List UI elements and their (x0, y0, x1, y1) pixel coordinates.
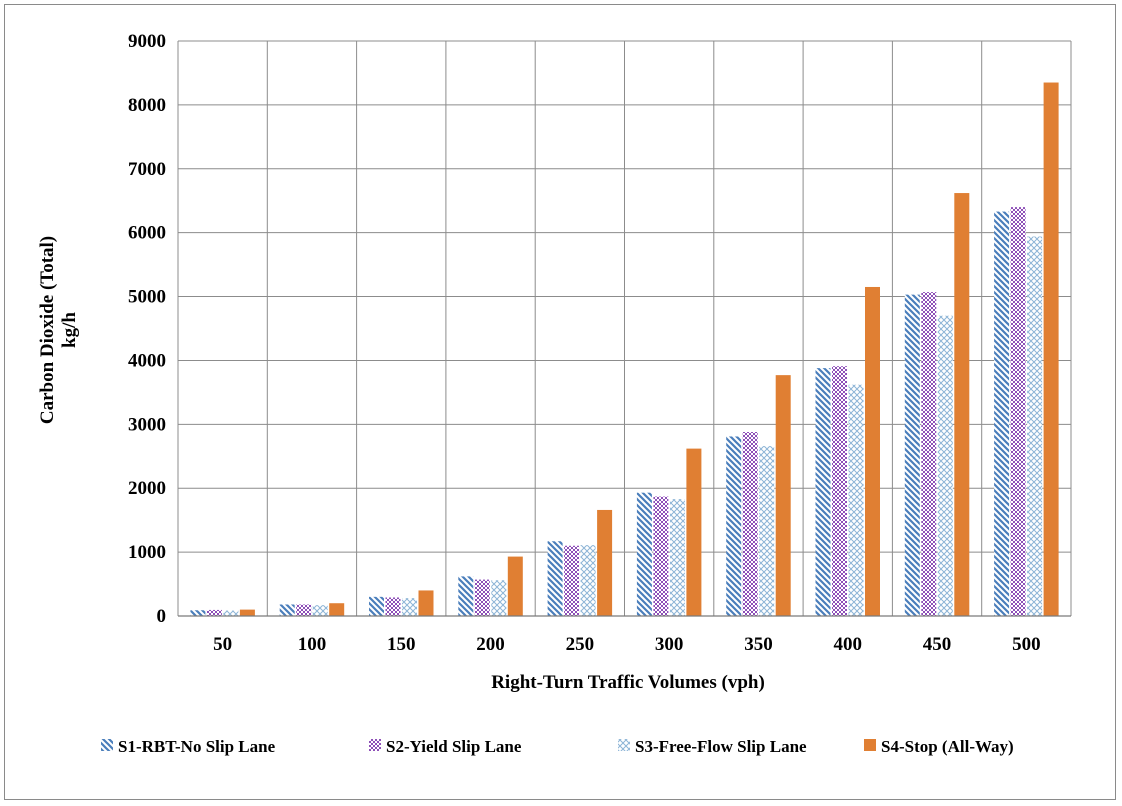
bar-checkered-250 (564, 545, 580, 616)
bar-solid-350 (775, 375, 791, 616)
bar-diagonal-stripes-350 (726, 436, 742, 616)
bar-diamond-lattice-350 (759, 446, 775, 616)
bar-diamond-lattice-400 (848, 384, 864, 616)
legend-swatch-checkered (369, 739, 381, 751)
bar-checkered-150 (385, 597, 401, 616)
bar-checkered-450 (921, 292, 937, 616)
bar-diamond-lattice-150 (402, 598, 417, 616)
x-tick-label: 300 (655, 634, 684, 655)
y-tick-label: 6000 (128, 223, 166, 244)
bar-diagonal-stripes-50 (190, 610, 206, 616)
bar-solid-450 (954, 193, 970, 617)
x-tick-label: 250 (566, 634, 595, 655)
legend-label: S1-RBT-No Slip Lane (118, 737, 276, 756)
bar-checkered-50 (206, 609, 222, 616)
bar-diamond-lattice-50 (223, 610, 239, 616)
chart-svg: 0 1000 2000 3000 4000 5000 6000 7000 8000 9000 50 1… (37, 31, 1072, 756)
bar-checkered-200 (474, 579, 490, 616)
y-axis-title-line2: kg/h (59, 312, 80, 348)
legend-swatch-diamond-lattice (618, 739, 630, 751)
bar-solid-200 (507, 556, 523, 616)
bar-diamond-lattice-450 (937, 315, 953, 616)
bar-checkered-400 (832, 366, 847, 616)
x-tick-label: 50 (213, 634, 232, 655)
x-tick-label: 500 (1012, 634, 1041, 655)
x-tick-label: 150 (387, 634, 416, 655)
bar-diamond-lattice-100 (312, 605, 328, 616)
y-tick-label: 8000 (128, 95, 166, 116)
bar-diamond-lattice-300 (669, 499, 685, 616)
bar-diamond-lattice-200 (491, 580, 507, 616)
bar-solid-150 (418, 590, 434, 616)
y-tick-label: 1000 (128, 542, 166, 563)
bar-diamond-lattice-500 (1027, 236, 1043, 616)
legend-swatch-diagonal-stripes (101, 739, 113, 751)
legend-label: S4-Stop (All-Way) (881, 737, 1014, 756)
y-axis-title-line1: Carbon Dioxide (Total) (37, 236, 58, 424)
y-tick-label: 4000 (128, 350, 166, 371)
bars (190, 82, 1059, 617)
y-tick-label: 3000 (128, 414, 166, 435)
grid (177, 40, 1072, 617)
legend-label: S3-Free-Flow Slip Lane (635, 737, 807, 756)
y-tick-label: 5000 (128, 287, 166, 308)
bar-diagonal-stripes-400 (815, 368, 831, 616)
legend: S1-RBT-No Slip Lane S2-Yield Slip Lane S3-… (101, 737, 1014, 756)
bar-solid-50 (239, 609, 255, 616)
bar-checkered-300 (653, 496, 669, 616)
bar-diagonal-stripes-450 (904, 294, 920, 616)
y-tick-label: 7000 (128, 159, 166, 180)
y-tick-label: 0 (157, 606, 167, 627)
axes: 0 1000 2000 3000 4000 5000 6000 7000 8000 9000 50 1… (128, 31, 1071, 655)
bar-checkered-100 (296, 604, 312, 616)
legend-swatch-solid (864, 739, 876, 751)
bar-solid-250 (597, 509, 613, 616)
x-tick-label: 400 (834, 634, 863, 655)
bar-solid-400 (865, 286, 880, 616)
bar-diagonal-stripes-200 (458, 576, 474, 616)
bar-checkered-350 (742, 432, 758, 616)
bar-checkered-500 (1010, 207, 1026, 616)
bar-diagonal-stripes-250 (547, 541, 563, 616)
bar-solid-300 (686, 448, 702, 616)
bar-solid-100 (329, 603, 345, 616)
x-tick-label: 100 (298, 634, 327, 655)
chart-frame: 0 1000 2000 3000 4000 5000 6000 7000 8000 9000 50 1… (4, 4, 1116, 800)
y-tick-label: 2000 (128, 478, 166, 499)
bar-diagonal-stripes-300 (636, 492, 652, 616)
y-tick-label: 9000 (128, 31, 166, 52)
bar-diamond-lattice-250 (580, 545, 596, 616)
legend-label: S2-Yield Slip Lane (386, 737, 522, 756)
x-tick-label: 200 (476, 634, 505, 655)
x-tick-label: 350 (744, 634, 773, 655)
x-axis-title: Right-Turn Traffic Volumes (vph) (491, 672, 765, 693)
bar-diagonal-stripes-100 (279, 604, 295, 616)
x-tick-label: 450 (923, 634, 952, 655)
bar-diagonal-stripes-150 (369, 596, 384, 616)
bar-solid-500 (1043, 82, 1059, 617)
bar-diagonal-stripes-500 (994, 211, 1010, 617)
